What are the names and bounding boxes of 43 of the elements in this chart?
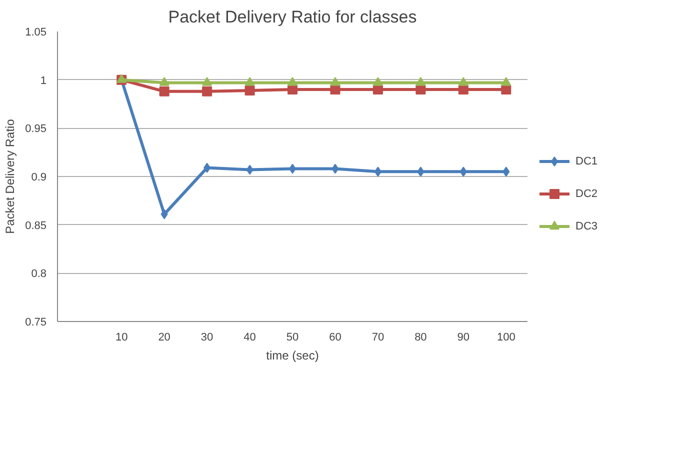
point (372, 77, 383, 86)
x-tick-label: 10 (115, 332, 128, 344)
point (374, 166, 382, 177)
point (502, 166, 510, 177)
legend-label: DC3 (576, 220, 598, 232)
y-tick-label: 0.9 (31, 172, 47, 184)
x-tick-label: 40 (244, 332, 256, 344)
point (332, 164, 339, 174)
x-axis-title: time (sec) (266, 348, 319, 362)
point (416, 77, 426, 86)
point (202, 77, 212, 86)
y-tick-label: 0.75 (25, 316, 47, 328)
point (330, 77, 340, 86)
point (244, 85, 255, 96)
legend-label: DC1 (576, 156, 598, 168)
point (160, 209, 168, 220)
point (458, 77, 468, 86)
x-tick-label: 90 (457, 332, 470, 344)
x-tick-label: 30 (200, 332, 214, 344)
legend-label: DC2 (576, 188, 598, 200)
point (159, 86, 170, 96)
point (417, 166, 424, 177)
x-tick-label: 60 (329, 332, 342, 344)
point (244, 77, 255, 86)
point (501, 77, 512, 86)
point (204, 162, 211, 173)
y-tick-label: 0.85 (25, 220, 47, 232)
point (246, 164, 254, 175)
point (460, 166, 467, 177)
y-tick-label: 0.8 (31, 268, 47, 280)
x-tick-label: 50 (286, 332, 299, 344)
y-tick-label: 0.95 (25, 123, 47, 136)
x-tick-label: 80 (414, 332, 427, 344)
point (159, 77, 170, 86)
y-axis-title: Packet Delivery Ratio (3, 118, 18, 234)
y-tick-label: 1 (40, 74, 47, 87)
x-tick-label: 20 (158, 332, 170, 344)
chart-title: Packet Delivery Ratio for classes (168, 8, 417, 26)
y-tick-label: 1.05 (25, 26, 47, 38)
point (288, 77, 298, 86)
x-tick-label: 70 (372, 332, 384, 344)
point (202, 86, 212, 96)
x-tick-label: 100 (496, 332, 516, 344)
